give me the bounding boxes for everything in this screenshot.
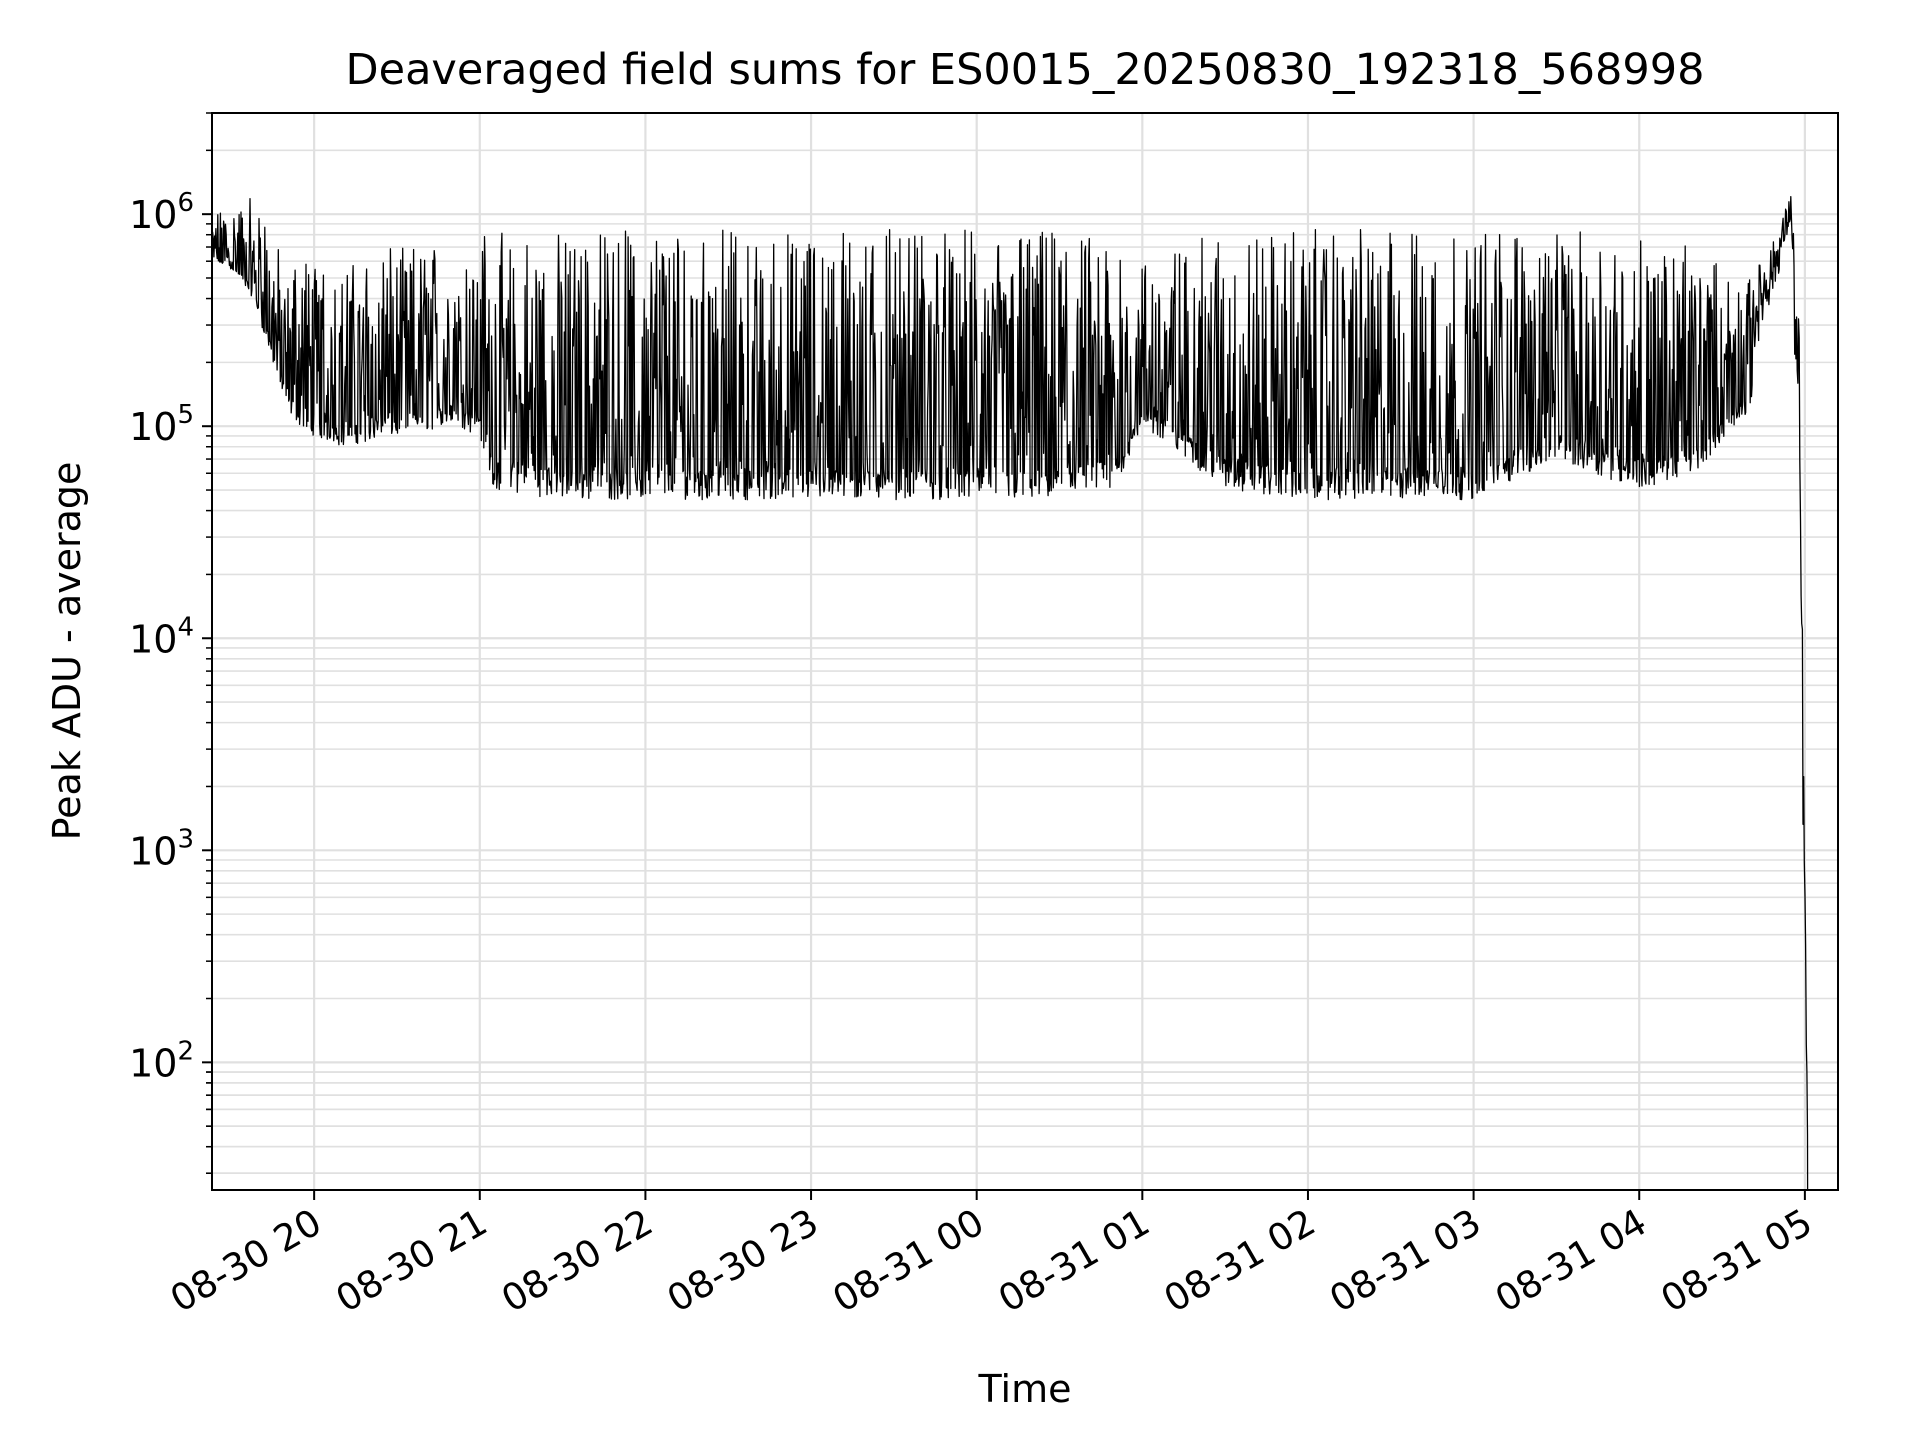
y-tick-label: 105: [129, 400, 194, 449]
y-tick-label: 102: [129, 1036, 194, 1085]
data-line-layer: [211, 196, 1809, 1191]
x-axis-label: Time: [978, 1367, 1072, 1411]
y-tick-label: 103: [129, 824, 194, 873]
y-tick-label: 106: [129, 188, 194, 237]
chart-title: Deaveraged field sums for ES0015_2025083…: [346, 45, 1705, 95]
y-tick-label: 104: [129, 612, 194, 661]
y-axis-label: Peak ADU - average: [45, 462, 89, 841]
data-series-line: [211, 196, 1809, 1191]
plot-frame: [211, 112, 1839, 1191]
